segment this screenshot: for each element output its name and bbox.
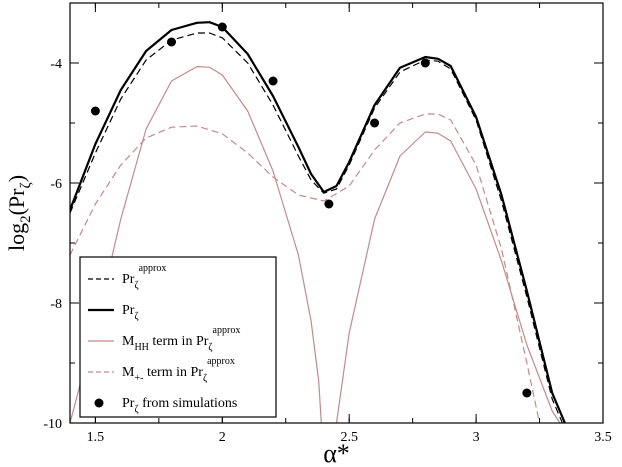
legend-label-m_pm: M+- term in Prζapprox xyxy=(122,356,235,384)
legend-label-m_hh: MHH term in Prζapprox xyxy=(122,325,240,353)
legend-label-pr_approx: Prζapprox xyxy=(122,263,166,291)
sim-point xyxy=(268,76,278,86)
y-axis-title: log2(Prζ) xyxy=(4,175,34,251)
x-tick-label: 1.5 xyxy=(87,430,105,445)
x-axis-title: α* xyxy=(323,439,350,467)
legend-label-pr_exact: Prζ xyxy=(122,303,139,322)
x-tick-label: 2 xyxy=(219,430,226,445)
x-tick-label: 3 xyxy=(473,430,480,445)
plot-frame xyxy=(69,2,604,424)
legend-label-sim: Prζ from simulations xyxy=(122,396,237,415)
legend-box xyxy=(79,256,277,418)
sim-point xyxy=(370,118,380,128)
legend: Prζapprox Prζ MHH term in Prζapprox M+- ter… xyxy=(79,256,277,418)
sim-point xyxy=(217,22,227,32)
series-m_hh xyxy=(70,66,322,423)
y-tick-label: -10 xyxy=(43,417,62,432)
sim-point xyxy=(522,388,532,398)
legend-marker xyxy=(94,398,104,408)
sim-point xyxy=(90,106,100,116)
series-m_hh-branch xyxy=(335,131,561,423)
series-layer xyxy=(70,21,566,423)
x-tick-label: 2.5 xyxy=(340,430,358,445)
y-tick-label: -8 xyxy=(50,297,62,312)
series-m_pm xyxy=(70,113,541,423)
sim-point xyxy=(420,58,430,68)
sim-point xyxy=(324,199,334,209)
series-pr_exact xyxy=(70,21,566,423)
axis-layer: 1.5 2 2.5 3 3.5 -4 -6 -8 -10 xyxy=(43,2,612,445)
x-tick-label: 3.5 xyxy=(594,430,612,445)
y-tick-label: -4 xyxy=(50,57,62,72)
sim-point xyxy=(167,37,177,47)
y-tick-label: -6 xyxy=(50,177,62,192)
